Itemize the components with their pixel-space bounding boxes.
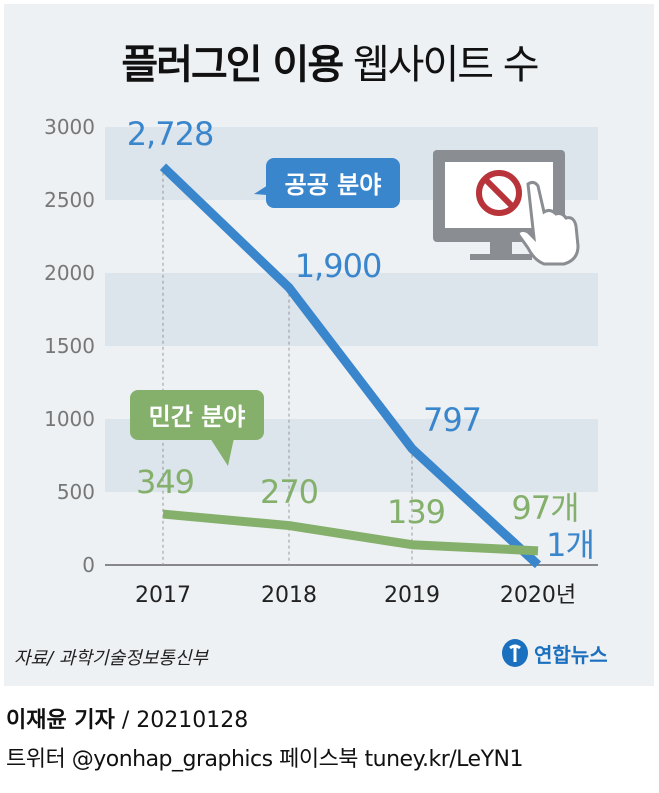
data-label: 1개 xyxy=(546,526,594,564)
sns-info: 트위터 @yonhap_graphics 페이스북 tuney.kr/LeYN1 xyxy=(6,747,523,772)
prohibited-icon xyxy=(476,170,522,216)
series-line-2 xyxy=(162,509,539,556)
legend-callout-private xyxy=(130,390,264,440)
y-tick-label: 0 xyxy=(82,553,95,577)
hand-pointer-icon xyxy=(516,180,580,266)
legend-label: 민간 분야 xyxy=(149,403,246,431)
data-label: 1,900 xyxy=(295,247,382,285)
legend-callout-public xyxy=(266,158,400,208)
data-label: 139 xyxy=(387,493,445,531)
data-label: 797 xyxy=(423,401,481,439)
monitor-stand xyxy=(490,242,512,256)
callout-pointer xyxy=(254,180,280,196)
y-tick-label: 3000 xyxy=(44,115,95,139)
y-tick-label: 500 xyxy=(57,480,95,504)
yonhap-logo: 연합뉴스 xyxy=(500,638,608,668)
yonhap-logo-icon xyxy=(502,639,528,667)
x-tick-label: 2019 xyxy=(384,583,440,608)
credit: 이재윤 기자 / 20210128 xyxy=(6,708,249,733)
grid-band xyxy=(105,273,598,346)
prohibited-slash xyxy=(482,176,516,210)
series-line-1 xyxy=(159,163,542,569)
y-tick-label: 2500 xyxy=(44,188,95,212)
data-label: 2,728 xyxy=(127,115,214,153)
data-label: 349 xyxy=(136,463,194,501)
y-tick-label: 1500 xyxy=(44,334,95,358)
data-label: 270 xyxy=(260,473,318,511)
source-note: 자료/ 과학기술정보통신부 xyxy=(14,648,208,669)
x-tick-label: 2018 xyxy=(261,583,317,608)
x-tick-label: 2020년 xyxy=(500,583,576,608)
callout-pointer xyxy=(210,438,234,466)
x-tick-label: 2017 xyxy=(135,583,191,608)
legend-label: 공공 분야 xyxy=(285,171,382,199)
monitor-base xyxy=(470,254,532,260)
data-label: 97개 xyxy=(511,489,578,527)
chart-title: 플러그인 이용 웹사이트 수 xyxy=(121,42,539,88)
y-tick-label: 2000 xyxy=(44,261,95,285)
y-tick-label: 1000 xyxy=(44,407,95,431)
